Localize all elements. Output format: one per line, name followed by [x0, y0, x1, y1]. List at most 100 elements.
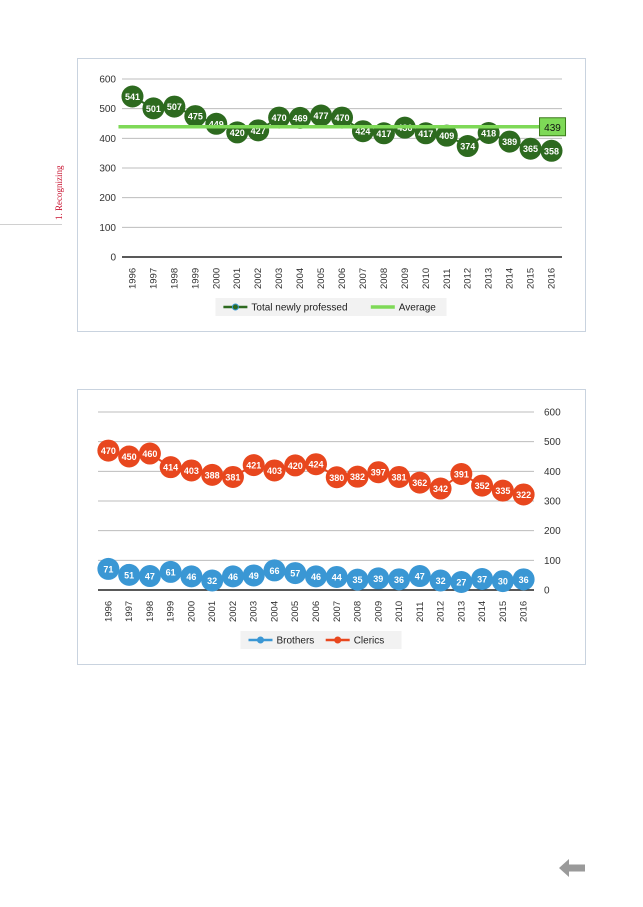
- data-point: [498, 130, 521, 153]
- data-point: [118, 563, 141, 586]
- data-label: 47: [415, 572, 425, 582]
- data-label: 389: [502, 137, 517, 147]
- data-point: [305, 453, 327, 476]
- x-tick-label: 1996: [127, 268, 138, 289]
- data-label: 403: [184, 466, 199, 476]
- data-point: [184, 105, 207, 128]
- legend-label: Average: [399, 303, 437, 314]
- data-label: 36: [394, 575, 404, 585]
- chart-brothers-clerics: 0 100 200 300 400 500 600 1996 1997 1998 1999 2000 2…: [97, 408, 561, 649]
- y-tick-label: 600: [99, 75, 116, 86]
- chart-panel-brothers-clerics: 0 100 200 300 400 500 600 1996 1997 1998 1999 2000 2…: [77, 389, 586, 665]
- data-label: 421: [246, 461, 261, 471]
- data-point: [346, 568, 369, 591]
- data-label: 477: [314, 111, 329, 121]
- y-tick-label: 200: [99, 193, 116, 204]
- data-label: 417: [376, 129, 391, 139]
- x-tick-label: 2008: [379, 268, 390, 289]
- data-point: [429, 477, 452, 500]
- chart-total-newly-professed: 0 100 200 300 400 500 600 1996 1997 1998 1999 2000 2…: [99, 75, 567, 316]
- x-tick-label: 2012: [436, 601, 447, 622]
- data-point: [388, 568, 411, 591]
- data-point: [325, 466, 348, 489]
- data-label: 39: [373, 574, 383, 584]
- x-tick-label: 2011: [442, 269, 453, 289]
- data-label: 27: [456, 577, 466, 587]
- data-label: 352: [475, 481, 490, 491]
- y-tick-label: 500: [99, 104, 116, 115]
- data-point: [388, 465, 411, 488]
- legend-label: Total newly professed: [251, 303, 347, 314]
- legend-swatch-marker: [334, 636, 342, 644]
- data-label: 35: [353, 575, 363, 585]
- data-point: [512, 483, 535, 506]
- data-label: 49: [249, 571, 259, 581]
- data-point: [242, 454, 265, 477]
- data-label: 37: [477, 575, 487, 585]
- x-tick-label: 2009: [400, 268, 411, 289]
- data-point: [429, 569, 452, 592]
- data-point: [221, 565, 244, 588]
- y-tick-label: 500: [544, 437, 561, 448]
- data-point: [263, 559, 286, 582]
- data-point: [450, 463, 473, 486]
- legend-box: [240, 631, 402, 649]
- data-point: [97, 439, 120, 462]
- data-point: [325, 565, 348, 588]
- average-value-label: 439: [544, 123, 561, 134]
- data-label: 322: [516, 490, 531, 500]
- average-value-box: [539, 117, 567, 137]
- x-tick-label: 2013: [456, 601, 467, 622]
- data-label: 362: [412, 478, 427, 488]
- x-tick-label: 2007: [358, 268, 369, 289]
- x-tick-label: 2001: [207, 601, 218, 622]
- data-label: 470: [101, 446, 116, 456]
- data-label: 365: [523, 144, 538, 154]
- data-point: [180, 565, 203, 588]
- legend-label: Clerics: [354, 636, 385, 647]
- data-point: [331, 106, 353, 129]
- data-point: [519, 137, 542, 160]
- x-tick-label: 2016: [547, 268, 558, 289]
- back-arrow-icon[interactable]: [558, 858, 586, 878]
- data-label: 358: [544, 146, 559, 156]
- data-label: 381: [225, 472, 240, 482]
- data-label: 391: [454, 470, 469, 480]
- data-label: 449: [209, 119, 224, 129]
- x-tick-label: 2001: [232, 268, 243, 289]
- y-tick-label: 400: [99, 134, 116, 145]
- y-tick-label: 0: [544, 586, 550, 597]
- data-point: [408, 471, 431, 494]
- x-tick-label: 1998: [169, 268, 180, 289]
- chart-panel-total: 0 100 200 300 400 500 600 1996 1997 1998 1999 2000 2…: [77, 58, 586, 332]
- y-tick-label: 200: [544, 526, 561, 537]
- data-label: 470: [334, 113, 349, 123]
- x-tick-label: 1999: [166, 601, 177, 622]
- data-label: 36: [519, 575, 529, 585]
- data-label: 46: [228, 572, 238, 582]
- data-label: 475: [188, 112, 203, 122]
- x-tick-label: 2005: [316, 268, 327, 289]
- data-point: [471, 568, 494, 591]
- data-point: [284, 562, 307, 585]
- x-tick-label: 2004: [269, 601, 280, 622]
- x-tick-label: 2002: [228, 601, 239, 622]
- data-point: [305, 565, 327, 588]
- x-tick-label: 2003: [274, 268, 285, 289]
- y-tick-label: 100: [544, 556, 561, 567]
- side-section-label-text: 1. Recognizing: [54, 165, 64, 221]
- data-label: 418: [481, 128, 496, 138]
- data-point: [242, 564, 265, 587]
- data-point: [118, 445, 141, 468]
- data-point: [450, 570, 473, 593]
- data-label: 71: [103, 564, 113, 574]
- x-tick-label: 1998: [145, 601, 156, 622]
- x-tick-label: 1999: [190, 268, 201, 289]
- data-point: [268, 106, 291, 129]
- data-point: [367, 461, 390, 484]
- data-label: 417: [418, 129, 433, 139]
- data-point: [205, 112, 228, 135]
- data-label: 397: [371, 468, 386, 478]
- data-label: 380: [329, 473, 344, 483]
- data-point: [408, 565, 431, 588]
